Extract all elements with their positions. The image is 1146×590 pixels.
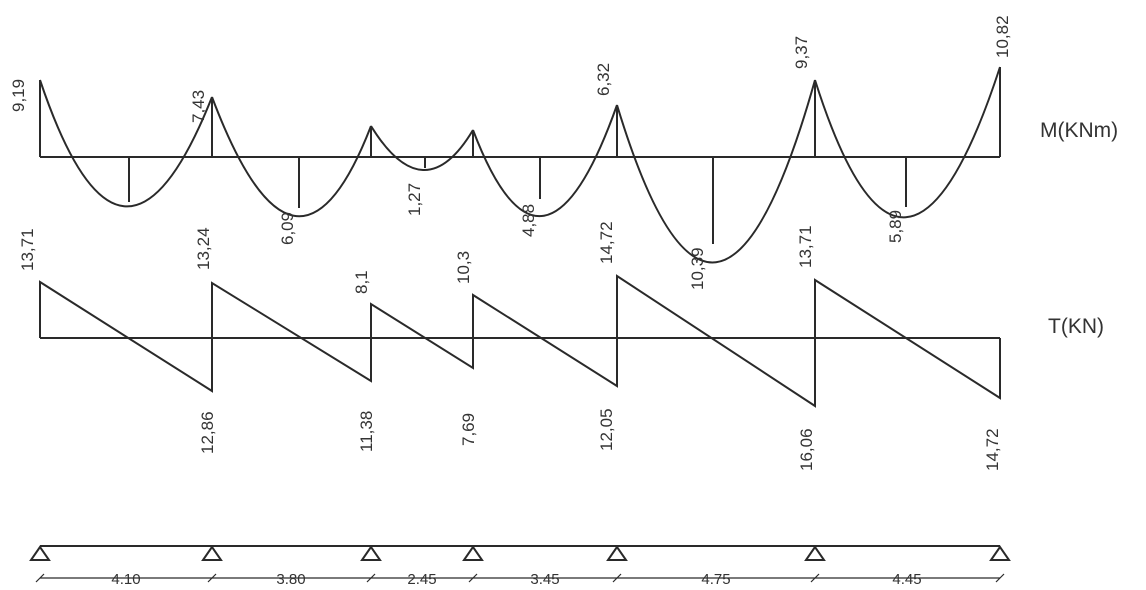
span-length-label: 3.80	[276, 571, 305, 588]
moment-span-value: 10,39	[688, 247, 707, 290]
moment-curve-span-3	[370, 125, 474, 171]
span-length-label: 4.10	[111, 571, 140, 588]
moment-curve-span-6	[814, 66, 1001, 219]
beam	[29, 545, 1011, 561]
moment-support-value: 7,43	[189, 90, 208, 123]
moment-diagram: 9,19 7,43 6,32 9,37 10,82 6,09 1,27 4,88…	[9, 15, 1118, 290]
shear-diagram: 13,71 13,24 8,1 10,3 14,72 13,71 12,86 1…	[18, 221, 1104, 471]
moment-curve-span-4	[472, 104, 618, 218]
moment-diagram-title: M(KNm)	[1040, 119, 1118, 142]
dimension-tick	[810, 573, 820, 583]
span-length-label: 4.75	[701, 571, 730, 588]
shear-left-value: 13,24	[194, 227, 213, 270]
dimension-tick	[995, 573, 1005, 583]
span-length-label: 4.45	[892, 571, 921, 588]
pin-support-icon	[360, 545, 382, 561]
pin-support-icon	[462, 545, 484, 561]
pin-support-icon	[201, 545, 223, 561]
pin-support-icon	[804, 545, 826, 561]
moment-support-value: 9,19	[9, 79, 28, 112]
moment-span-value: 6,09	[278, 212, 297, 245]
pin-support-icon	[29, 545, 51, 561]
pin-support-icon	[606, 545, 628, 561]
shear-left-value: 14,72	[597, 221, 616, 264]
moment-curve-span-5	[616, 79, 816, 264]
dimension-tick	[35, 573, 45, 583]
dimension-tick	[612, 573, 622, 583]
dimension-tick	[468, 573, 478, 583]
shear-right-value: 7,69	[459, 413, 478, 446]
moment-support-value: 10,82	[993, 15, 1012, 58]
moment-span-value: 1,27	[405, 183, 424, 216]
span-length-label: 3.45	[530, 571, 559, 588]
dimension-tick	[207, 573, 217, 583]
dimension-tick	[366, 573, 376, 583]
shear-line	[39, 274, 1001, 408]
moment-support-value: 6,32	[594, 63, 613, 96]
dimension-line: 4.10 3.80 2.45 3.45 4.75 4.45	[35, 571, 1005, 588]
shear-left-value: 13,71	[796, 225, 815, 268]
span-length-label: 2.45	[407, 571, 436, 588]
moment-span-value: 5,89	[886, 210, 905, 243]
shear-right-value: 11,38	[357, 411, 376, 452]
shear-right-value: 14,72	[983, 428, 1002, 471]
shear-right-value: 12,86	[198, 411, 217, 454]
shear-right-value: 12,05	[597, 408, 616, 451]
shear-right-value: 16,06	[797, 428, 816, 471]
moment-curve-span-1	[39, 79, 213, 208]
shear-diagram-title: T(KN)	[1048, 315, 1104, 338]
shear-left-value: 13,71	[18, 228, 37, 271]
shear-left-value: 10,3	[454, 251, 473, 284]
moment-support-value: 9,37	[792, 36, 811, 69]
moment-curve-span-2	[211, 96, 372, 218]
shear-left-value: 8,1	[352, 270, 371, 294]
moment-span-value: 4,88	[519, 204, 538, 237]
pin-support-icon	[989, 545, 1011, 561]
